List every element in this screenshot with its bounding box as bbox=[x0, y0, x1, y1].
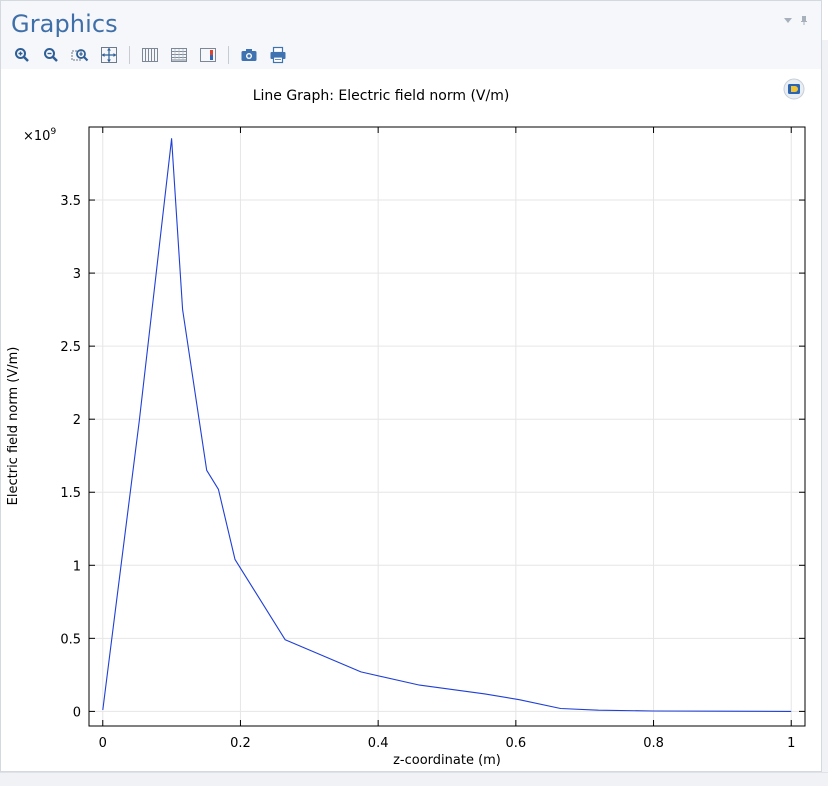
window-controls bbox=[783, 15, 809, 25]
screenshot-button[interactable] bbox=[238, 45, 260, 65]
zoom-box-icon bbox=[71, 49, 89, 62]
zoom-extents-button[interactable] bbox=[98, 45, 120, 65]
camera-icon bbox=[241, 49, 257, 61]
color-legend-button[interactable] bbox=[197, 45, 219, 65]
zoom-box-button[interactable] bbox=[69, 45, 91, 65]
panel-header: Graphics bbox=[1, 1, 821, 69]
status-strip bbox=[0, 772, 828, 786]
toolbar-separator bbox=[228, 46, 229, 64]
grid-columns-button[interactable] bbox=[139, 45, 161, 65]
color-legend-icon bbox=[200, 48, 216, 62]
plot-area[interactable] bbox=[1, 70, 821, 770]
zoom-extents-icon bbox=[101, 47, 117, 63]
print-button[interactable] bbox=[267, 45, 289, 65]
zoom-in-button[interactable] bbox=[11, 45, 33, 65]
panel-title: Graphics bbox=[11, 10, 118, 38]
dropdown-icon[interactable] bbox=[783, 15, 793, 25]
grid-rows-icon bbox=[171, 48, 187, 62]
chart-title: Line Graph: Electric field norm (V/m) bbox=[252, 88, 510, 104]
window-edge bbox=[822, 40, 828, 772]
toolbar-separator bbox=[129, 46, 130, 64]
comsol-logo-icon bbox=[783, 78, 805, 100]
zoom-in-icon bbox=[15, 48, 29, 62]
zoom-out-icon bbox=[44, 48, 58, 62]
pin-icon[interactable] bbox=[799, 15, 809, 25]
grid-rows-button[interactable] bbox=[168, 45, 190, 65]
print-icon bbox=[270, 46, 286, 64]
zoom-out-button[interactable] bbox=[40, 45, 62, 65]
grid-columns-icon bbox=[142, 48, 158, 62]
graphics-toolbar bbox=[11, 45, 296, 65]
